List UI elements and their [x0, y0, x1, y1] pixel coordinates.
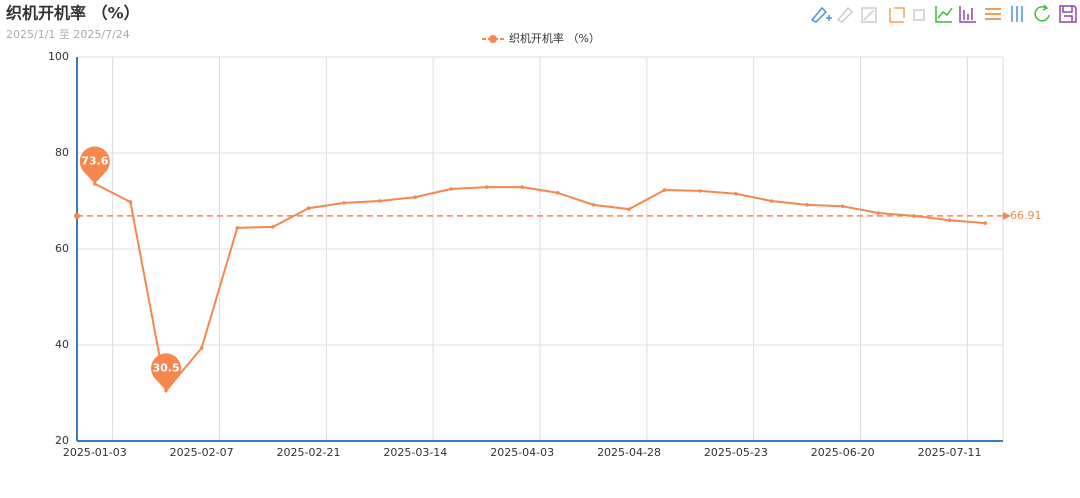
tool-mark-undo[interactable] — [836, 6, 854, 23]
tool-bar[interactable] — [959, 6, 976, 23]
tool-restore[interactable] — [1034, 4, 1050, 22]
y-tick-label: 60 — [55, 242, 69, 255]
tool-stack[interactable] — [985, 8, 1001, 20]
toolbox — [810, 4, 1077, 23]
x-tick-label: 2025-04-28 — [597, 446, 661, 459]
x-tick-label: 2025-04-03 — [490, 446, 554, 459]
data-point — [805, 203, 809, 207]
mark-pin — [79, 146, 110, 184]
y-tick-label: 20 — [55, 434, 69, 447]
data-point — [983, 221, 987, 225]
data-point — [164, 388, 168, 393]
tool-zoom-back[interactable] — [913, 9, 925, 21]
data-point — [662, 188, 667, 192]
data-point — [306, 206, 311, 210]
average-label: 66.91 — [1010, 209, 1042, 222]
data-point — [769, 199, 774, 203]
x-tick-label: 2025-01-03 — [63, 446, 127, 459]
average-arrow — [1003, 211, 1011, 220]
tool-mark-clear[interactable] — [861, 7, 877, 23]
x-tick-label: 2025-07-11 — [918, 446, 982, 459]
data-point — [912, 214, 916, 218]
data-point — [734, 192, 738, 196]
series-line — [94, 182, 986, 393]
data-point — [876, 211, 881, 215]
data-point — [627, 207, 631, 211]
x-tick-label: 2025-02-07 — [170, 446, 234, 459]
data-point — [556, 191, 560, 195]
data-point — [484, 185, 489, 189]
average-start — [74, 212, 80, 219]
data-point — [698, 189, 703, 193]
tool-line[interactable] — [935, 6, 953, 23]
mark-pin — [151, 353, 182, 391]
data-point — [947, 218, 952, 222]
y-tick-label: 40 — [55, 338, 69, 351]
chart-title: 织机开机率 （%） — [6, 4, 140, 23]
mark-pin-label: 30.5 — [152, 362, 179, 375]
chart-subtitle: 2025/1/1 至 2025/7/24 — [6, 28, 130, 41]
legend-marker — [489, 35, 497, 43]
data-point — [520, 185, 524, 189]
tool-save[interactable] — [1059, 5, 1077, 23]
data-point — [199, 346, 204, 350]
x-tick-label: 2025-03-14 — [383, 446, 447, 459]
x-tick-label: 2025-05-23 — [704, 446, 768, 459]
y-tick-label: 100 — [48, 50, 69, 63]
legend-label: 织机开机率 （%） — [509, 31, 600, 45]
data-point — [449, 187, 453, 191]
tool-zoom[interactable] — [889, 7, 905, 23]
x-tick-label: 2025-06-20 — [811, 446, 875, 459]
tool-tiled[interactable] — [1011, 6, 1023, 22]
data-point — [377, 199, 382, 203]
x-tick-label: 2025-02-21 — [277, 446, 341, 459]
data-point — [235, 226, 240, 230]
data-point — [840, 204, 845, 209]
data-point — [413, 195, 418, 199]
data-point — [128, 200, 133, 204]
mark-pin-label: 73.6 — [81, 155, 108, 168]
tool-mark[interactable] — [810, 6, 832, 23]
data-point — [591, 203, 596, 207]
data-point — [342, 201, 346, 205]
data-point — [271, 225, 275, 229]
y-tick-label: 80 — [55, 146, 69, 159]
